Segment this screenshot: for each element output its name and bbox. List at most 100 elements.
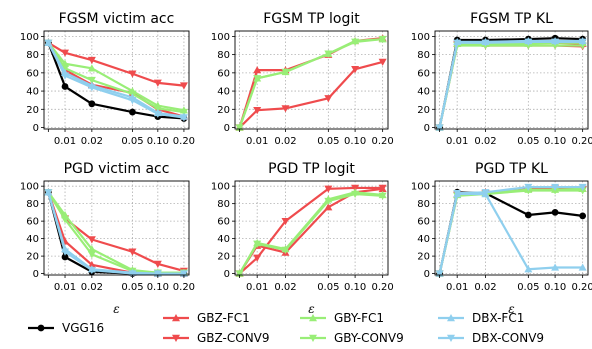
series-line-gby-fc1 [238, 191, 383, 275]
data-point [61, 216, 70, 224]
x-tick-label: 0.05 [121, 282, 143, 293]
data-point [453, 189, 462, 198]
y-tick-label: 60 [26, 217, 39, 228]
data-point [128, 96, 137, 105]
series-line-gbz-conv9 [238, 186, 383, 275]
series-line-gby-fc1 [438, 41, 583, 128]
y-tick-label: 0 [224, 269, 230, 280]
y-tick-label: 60 [417, 217, 430, 228]
data-point [579, 212, 587, 220]
panel-4: 0 20 40 60 80 100 0.01 0.02 0.05 0.10 0.20 PGD TP l… [211, 161, 394, 316]
axes-frame [434, 180, 589, 276]
x-axis-label: ε [113, 302, 119, 316]
data-point [551, 38, 560, 46]
series-line-gbz-fc1 [238, 37, 383, 128]
data-point [481, 189, 490, 197]
data-point [129, 108, 136, 116]
x-tick-label: 0.05 [517, 136, 539, 147]
series-line-gbz-conv9 [438, 187, 583, 274]
data-point [324, 185, 333, 193]
legend-item-gby-conv9: GBY-CONV9 [300, 331, 404, 345]
data-point [453, 39, 462, 47]
data-point [61, 72, 70, 80]
y-tick-label: 40 [417, 87, 430, 98]
x-tick-label: 0.10 [544, 136, 566, 147]
data-point [253, 75, 262, 83]
data-point [61, 248, 70, 256]
legend-label: DBX-FC1 [472, 311, 524, 325]
data-point [324, 95, 333, 103]
legend-item-dbx-conv9: DBX-CONV9 [438, 331, 544, 345]
x-tick-label: 0.20 [372, 282, 394, 293]
data-point [235, 270, 244, 278]
y-tick-label: 60 [26, 68, 39, 79]
data-point [128, 248, 137, 256]
series-line-gby-fc1 [438, 187, 583, 274]
panel-title: PGD TP logit [268, 161, 355, 177]
data-point [179, 270, 188, 278]
data-point [253, 240, 262, 248]
y-tick-label: 80 [417, 199, 430, 210]
series-line-gbz-fc1 [438, 41, 583, 128]
y-tick-label: 80 [26, 50, 39, 61]
legend-label: GBZ-FC1 [197, 311, 250, 325]
data-point [551, 208, 559, 216]
x-tick-label: 0.02 [274, 136, 296, 147]
data-point [61, 253, 69, 261]
y-tick-label: 80 [417, 50, 430, 61]
x-tick-label: 0.20 [173, 136, 195, 147]
x-tick-label: 0.01 [446, 282, 468, 293]
data-point [378, 58, 387, 66]
x-tick-label: 0.05 [517, 282, 539, 293]
y-tick-label: 20 [26, 105, 39, 116]
legend-item-vgg16: VGG16 [28, 321, 104, 335]
data-point [281, 68, 290, 76]
y-tick-label: 100 [411, 182, 430, 193]
y-tick-label: 100 [411, 32, 430, 43]
data-point [578, 38, 587, 46]
series-line-dbx-conv9 [47, 191, 184, 275]
data-point [281, 217, 290, 226]
panel-title: FGSM victim acc [59, 11, 175, 27]
data-point [128, 270, 137, 278]
y-tick-label: 40 [217, 234, 230, 245]
y-tick-label: 0 [424, 123, 430, 134]
data-point [324, 203, 333, 211]
y-tick-label: 40 [217, 87, 230, 98]
data-point [153, 105, 162, 113]
legend-label: GBY-FC1 [334, 311, 384, 325]
legend-marker [172, 314, 180, 322]
x-axis-label: ε [508, 302, 514, 316]
series-line-dbx-conv9 [47, 42, 185, 119]
y-tick-label: 60 [217, 217, 230, 228]
legend-item-gby-fc1: GBY-FC1 [300, 311, 384, 325]
data-point [324, 197, 333, 206]
legend-marker [447, 314, 455, 322]
data-point [351, 66, 360, 74]
legend-label: GBZ-CONV9 [197, 331, 270, 345]
panel-3: 0 20 40 60 80 100 0.01 0.02 0.05 0.10 0.20 PGD vict… [20, 161, 195, 316]
data-point [153, 110, 162, 118]
data-point [153, 79, 162, 87]
data-point [88, 100, 96, 108]
axes-frame [434, 30, 589, 130]
data-point [578, 183, 587, 192]
data-point [87, 236, 96, 244]
series-line-vgg16 [47, 42, 185, 120]
legend-label: DBX-CONV9 [472, 331, 544, 345]
series-line-gby-conv9 [47, 42, 185, 114]
panel-1: 0 20 40 60 80 100 0.01 0.02 0.05 0.10 0.20 FGSM TP … [211, 11, 394, 147]
series-line-vgg16 [438, 191, 583, 274]
data-point [61, 49, 70, 57]
x-tick-label: 0.05 [121, 136, 143, 147]
panel-title: PGD TP KL [475, 161, 548, 177]
data-point [61, 65, 70, 73]
legend-label: GBY-CONV9 [334, 331, 404, 345]
series-line-dbx-conv9 [438, 40, 583, 128]
data-point [481, 39, 490, 47]
x-tick-label: 0.02 [474, 136, 496, 147]
x-tick-label: 0.02 [81, 136, 103, 147]
y-tick-label: 80 [217, 50, 230, 61]
data-point [378, 35, 387, 44]
data-point [524, 265, 533, 273]
